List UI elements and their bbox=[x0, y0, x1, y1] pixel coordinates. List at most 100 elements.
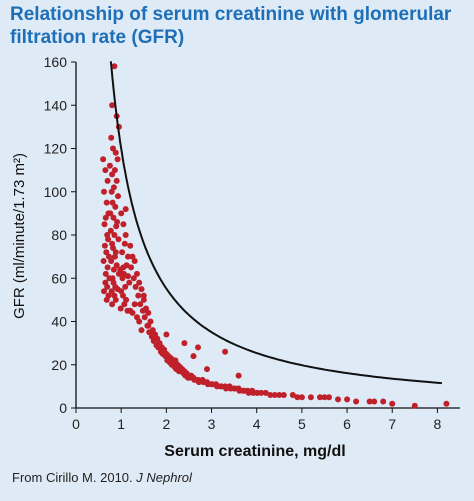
data-point bbox=[262, 389, 269, 396]
data-point bbox=[149, 329, 156, 336]
data-point bbox=[103, 199, 110, 206]
y-tick-label: 100 bbox=[44, 184, 68, 200]
data-point bbox=[389, 400, 396, 407]
data-point bbox=[134, 270, 140, 277]
data-point bbox=[411, 402, 418, 409]
data-point bbox=[110, 245, 116, 251]
data-point bbox=[141, 314, 148, 321]
data-point bbox=[344, 396, 351, 403]
data-point bbox=[120, 264, 127, 271]
data-point bbox=[136, 318, 143, 325]
data-point bbox=[104, 177, 111, 184]
data-point bbox=[122, 232, 129, 238]
data-point bbox=[110, 145, 116, 152]
data-point bbox=[102, 214, 109, 221]
data-point bbox=[128, 264, 135, 271]
data-point bbox=[135, 292, 142, 299]
data-point bbox=[200, 379, 207, 386]
data-point bbox=[181, 340, 188, 347]
data-point bbox=[120, 221, 127, 228]
data-point bbox=[137, 301, 144, 308]
y-tick-label: 120 bbox=[44, 141, 68, 157]
data-point bbox=[112, 149, 119, 156]
x-tick-label: 7 bbox=[388, 416, 396, 432]
data-point bbox=[120, 292, 126, 299]
data-point bbox=[250, 389, 257, 396]
x-tick-label: 6 bbox=[343, 416, 351, 432]
data-point bbox=[125, 273, 131, 280]
data-point bbox=[138, 327, 145, 334]
data-point bbox=[195, 344, 201, 351]
data-point bbox=[172, 357, 179, 364]
data-point bbox=[289, 392, 296, 398]
data-points bbox=[100, 63, 450, 409]
data-point bbox=[126, 279, 133, 286]
data-point bbox=[307, 394, 314, 401]
data-point bbox=[122, 283, 129, 290]
y-tick-label: 20 bbox=[51, 357, 67, 373]
data-point bbox=[108, 288, 115, 295]
data-point bbox=[214, 383, 220, 390]
data-point bbox=[232, 385, 238, 392]
data-point bbox=[209, 381, 216, 388]
y-tick-label: 160 bbox=[44, 54, 68, 70]
y-tick-label: 40 bbox=[51, 314, 67, 330]
data-point bbox=[139, 307, 146, 314]
data-point bbox=[267, 392, 274, 398]
data-point bbox=[132, 283, 139, 290]
data-point bbox=[353, 398, 360, 405]
data-point bbox=[191, 376, 198, 383]
x-tick-label: 1 bbox=[117, 416, 125, 432]
y-tick-label: 140 bbox=[44, 97, 68, 113]
data-point bbox=[117, 305, 124, 312]
data-point bbox=[103, 249, 110, 256]
data-point bbox=[321, 394, 328, 401]
data-point bbox=[204, 366, 210, 373]
data-point bbox=[113, 223, 120, 230]
data-point bbox=[163, 331, 170, 338]
data-point bbox=[195, 379, 202, 386]
data-point bbox=[110, 214, 117, 221]
data-point bbox=[103, 296, 110, 303]
data-point bbox=[121, 301, 128, 308]
data-point bbox=[271, 392, 278, 398]
data-point bbox=[129, 309, 136, 316]
data-point bbox=[235, 372, 242, 379]
data-point bbox=[105, 236, 112, 243]
data-point bbox=[113, 262, 120, 269]
data-point bbox=[131, 301, 138, 308]
data-point bbox=[111, 167, 118, 174]
data-point bbox=[227, 385, 234, 392]
data-point bbox=[115, 193, 121, 200]
data-point bbox=[109, 171, 116, 178]
data-point bbox=[145, 309, 152, 316]
data-point bbox=[112, 203, 119, 210]
data-point bbox=[121, 240, 128, 247]
data-point bbox=[118, 210, 125, 217]
data-point bbox=[222, 348, 229, 355]
data-point bbox=[223, 385, 229, 392]
data-point bbox=[294, 394, 301, 401]
data-point bbox=[335, 396, 341, 403]
data-point bbox=[114, 156, 121, 163]
data-point bbox=[140, 292, 147, 299]
data-point bbox=[112, 296, 119, 303]
data-point bbox=[136, 279, 143, 286]
data-point bbox=[108, 188, 115, 195]
data-point bbox=[101, 242, 108, 249]
data-point bbox=[106, 275, 113, 282]
data-point bbox=[106, 253, 112, 260]
data-point bbox=[204, 381, 211, 388]
data-point bbox=[111, 63, 118, 70]
data-point bbox=[110, 266, 117, 273]
data-point bbox=[150, 338, 157, 344]
x-tick-label: 2 bbox=[162, 416, 170, 432]
data-point bbox=[100, 258, 107, 264]
x-tick-label: 8 bbox=[434, 416, 442, 432]
data-point bbox=[186, 374, 193, 381]
data-point bbox=[125, 253, 131, 260]
data-point bbox=[106, 162, 113, 169]
y-tick-label: 0 bbox=[59, 400, 67, 416]
data-point bbox=[276, 392, 283, 398]
data-point bbox=[218, 383, 225, 390]
